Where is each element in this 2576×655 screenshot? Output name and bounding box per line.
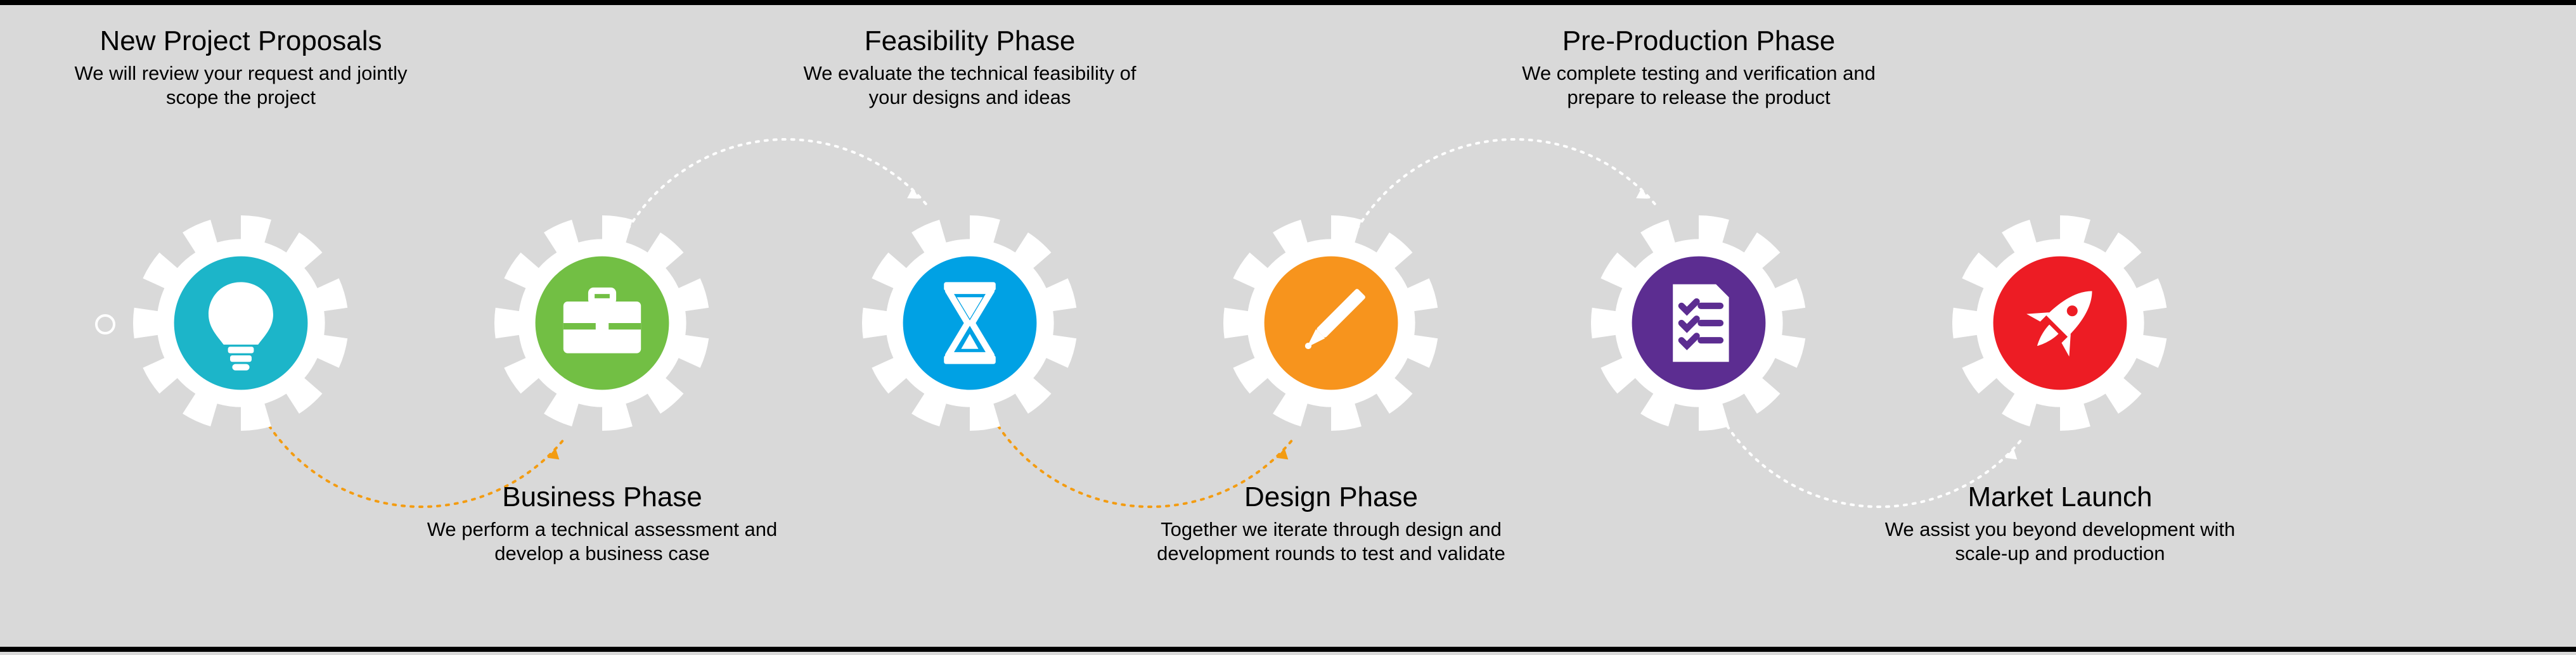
stage-desc: We will review your request and jointly … xyxy=(63,61,418,111)
top-border xyxy=(0,0,2576,5)
gear-design xyxy=(1223,215,1439,431)
stage-title: Pre-Production Phase xyxy=(1521,25,1876,58)
stage-title: Design Phase xyxy=(1154,481,1509,514)
stage-title: Business Phase xyxy=(425,481,780,514)
start-dot xyxy=(95,314,115,334)
bottom-border xyxy=(0,647,2576,652)
stage-text-new-project: New Project Proposals We will review you… xyxy=(63,25,418,110)
gear-launch xyxy=(1952,215,2168,431)
gear-feasibility xyxy=(862,215,1078,431)
stage-text-business: Business Phase We perform a technical as… xyxy=(425,481,780,566)
stage-desc: We evaluate the technical feasibility of… xyxy=(792,61,1147,111)
stage-text-preproduction: Pre-Production Phase We complete testing… xyxy=(1521,25,1876,110)
stage-text-feasibility: Feasibility Phase We evaluate the techni… xyxy=(792,25,1147,110)
gear-business xyxy=(494,215,710,431)
stage-title: Market Launch xyxy=(1883,481,2238,514)
gear-new-project xyxy=(133,215,349,431)
stage-text-launch: Market Launch We assist you beyond devel… xyxy=(1883,481,2238,566)
stage-desc: We perform a technical assessment and de… xyxy=(425,518,780,567)
stage-title: Feasibility Phase xyxy=(792,25,1147,58)
stage-desc: We complete testing and verification and… xyxy=(1521,61,1876,111)
stage-text-design: Design Phase Together we iterate through… xyxy=(1154,481,1509,566)
stage-desc: We assist you beyond development with sc… xyxy=(1883,518,2238,567)
stage-title: New Project Proposals xyxy=(63,25,418,58)
gear-preproduction xyxy=(1591,215,1806,431)
stage-desc: Together we iterate through design and d… xyxy=(1154,518,1509,567)
